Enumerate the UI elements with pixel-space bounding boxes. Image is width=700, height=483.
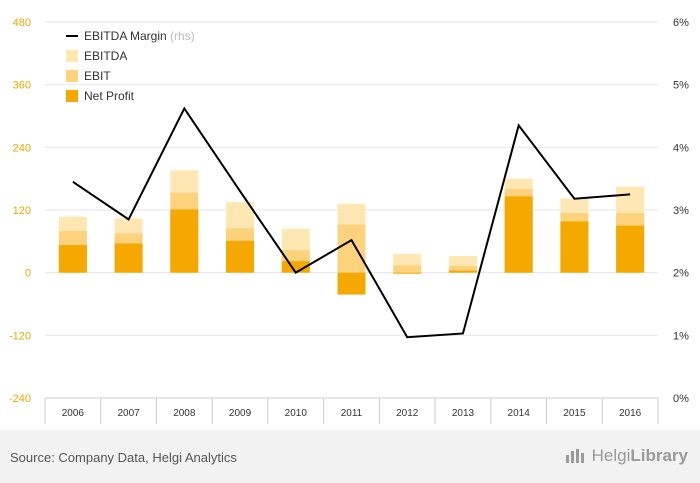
brand-logo[interactable]: Helgi Library bbox=[565, 446, 688, 466]
right-tick-label: 6% bbox=[673, 17, 689, 29]
right-tick-label: 2% bbox=[673, 268, 689, 280]
x-tick-label: 2016 bbox=[619, 408, 642, 419]
bars bbox=[58, 170, 645, 295]
bar-ebit bbox=[337, 224, 366, 273]
bar-net-profit bbox=[337, 272, 366, 295]
right-tick-label: 0% bbox=[673, 393, 689, 405]
right-tick-label: 3% bbox=[673, 205, 689, 217]
bar-net-profit bbox=[226, 240, 255, 273]
left-tick-label: 0 bbox=[25, 268, 31, 280]
legend-swatch-ebitda bbox=[66, 50, 78, 62]
x-tick-label: 2006 bbox=[62, 408, 85, 419]
bar-net-profit bbox=[504, 196, 533, 273]
legend-label-ebitda: EBITDA bbox=[84, 49, 127, 63]
footer: Source: Company Data, Helgi Analytics He… bbox=[0, 430, 700, 483]
x-axis: 2006 2007 2008 2009 2010 2011 2012 2013 2014 2015… bbox=[44, 397, 659, 424]
right-tick-label: 1% bbox=[673, 330, 689, 342]
left-tick-label: 120 bbox=[13, 205, 31, 217]
x-tick-label: 2014 bbox=[508, 408, 531, 419]
left-tick-label: 240 bbox=[13, 142, 31, 154]
right-tick-label: 5% bbox=[673, 80, 689, 92]
legend-label-ebitda-margin: EBITDA Margin (rhs) bbox=[84, 29, 195, 43]
brand-name-strong: Library bbox=[630, 446, 688, 465]
bar-ebit bbox=[393, 265, 422, 273]
bar-net-profit bbox=[114, 243, 143, 273]
x-tick-label: 2013 bbox=[452, 408, 475, 419]
left-tick-label: -120 bbox=[9, 330, 31, 342]
ebitda-margin-line bbox=[72, 106, 631, 339]
bar-net-profit bbox=[170, 209, 199, 273]
right-tick-label: 4% bbox=[673, 142, 689, 154]
library-icon bbox=[565, 449, 588, 463]
left-axis: 480 360 240 120 0 -120 -240 bbox=[9, 17, 31, 405]
brand-name-light: Helgi bbox=[591, 446, 631, 465]
legend-swatch-ebit bbox=[66, 70, 78, 82]
left-tick-label: 360 bbox=[13, 80, 31, 92]
chart: 2006 2007 2008 2009 2010 2011 2012 2013 2014 2015… bbox=[9, 17, 689, 424]
bar-net-profit bbox=[448, 270, 477, 273]
source-text: Source: Company Data, Helgi Analytics bbox=[10, 450, 237, 465]
left-tick-label: 480 bbox=[13, 17, 31, 29]
legend: EBITDA Margin (rhs) EBITDA EBIT Net Profit bbox=[66, 29, 195, 103]
legend-swatch-net-profit bbox=[66, 90, 78, 102]
x-tick-label: 2015 bbox=[563, 408, 586, 419]
x-tick-label: 2009 bbox=[229, 408, 252, 419]
legend-suffix: (rhs) bbox=[167, 29, 195, 43]
legend-label-ebit: EBIT bbox=[84, 69, 111, 83]
x-tick-label: 2011 bbox=[341, 408, 363, 419]
x-tick-label: 2007 bbox=[117, 408, 140, 419]
bar-net-profit bbox=[281, 261, 310, 273]
bar-net-profit bbox=[393, 272, 422, 274]
x-tick-label: 2012 bbox=[396, 408, 419, 419]
bar-ebit bbox=[448, 265, 477, 273]
bar-net-profit bbox=[560, 221, 589, 273]
line-ebitda-margin bbox=[72, 106, 631, 339]
x-tick-label: 2010 bbox=[285, 408, 308, 419]
right-axis: 6% 5% 4% 3% 2% 1% 0% bbox=[673, 17, 689, 405]
bar-net-profit bbox=[616, 225, 645, 273]
legend-label-net-profit: Net Profit bbox=[84, 89, 135, 103]
bar-net-profit bbox=[58, 244, 87, 273]
x-tick-label: 2008 bbox=[173, 408, 196, 419]
left-tick-label: -240 bbox=[9, 393, 31, 405]
